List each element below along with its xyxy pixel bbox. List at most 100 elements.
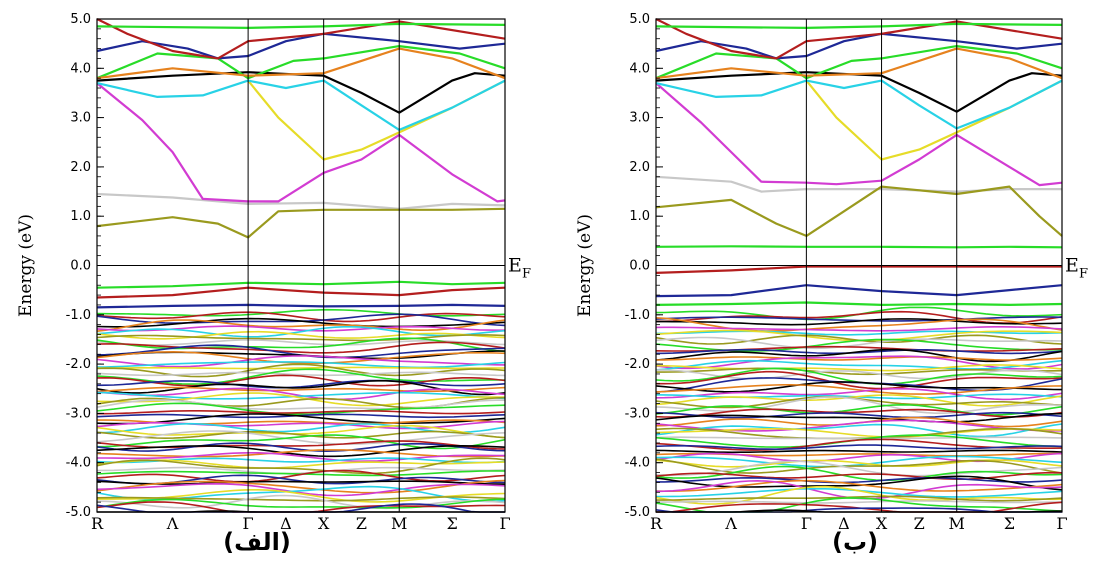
band-line: [655, 45, 1063, 80]
valence-band: [655, 471, 1063, 481]
y-tick-label: 1.0: [70, 209, 91, 224]
valence-band: [96, 330, 506, 340]
valence-band: [655, 364, 1063, 372]
y-tick-label: 5.0: [70, 12, 91, 27]
y-tick-label: -2.0: [66, 357, 91, 372]
valence-band: [97, 410, 506, 415]
k-point-label: Δ: [838, 514, 850, 533]
y-tick-label: 0.0: [629, 259, 650, 274]
valence-band: [96, 391, 506, 400]
valence-band: [96, 482, 506, 497]
valence-band: [655, 479, 1063, 492]
band-line: [655, 22, 1063, 29]
valence-band: [96, 379, 506, 389]
y-tick-label: 5.0: [629, 12, 650, 27]
valence-band: [655, 349, 1063, 355]
valence-band: [96, 334, 506, 342]
valence-band: [655, 459, 1063, 468]
y-tick-label: -4.0: [66, 456, 91, 471]
band-line: [655, 79, 1063, 130]
valence-band: [96, 399, 505, 411]
valence-band: [96, 319, 506, 332]
valence-band: [96, 386, 506, 393]
band-line: [96, 79, 506, 131]
fermi-label-subscript: F: [1079, 267, 1088, 282]
y-tick-label: 0.0: [70, 259, 91, 274]
band-line: [96, 71, 506, 114]
valence-band: [97, 452, 506, 463]
k-point-label: Σ: [446, 514, 457, 533]
valence-band: [656, 370, 1063, 390]
band-line: [96, 45, 506, 80]
valence-band: [655, 384, 1063, 395]
fermi-label: E: [508, 255, 522, 277]
y-tick-label: 2.0: [70, 160, 91, 175]
valence-band: [655, 449, 1063, 454]
valence-band: [655, 387, 1063, 401]
valence-band: [96, 420, 506, 430]
valence-band: [96, 434, 506, 450]
fermi-label-subscript: F: [522, 267, 531, 282]
valence-band: [655, 485, 1063, 505]
k-point-label: Γ: [1056, 514, 1067, 533]
band-line: [96, 280, 506, 289]
valence-band: [96, 350, 506, 365]
band-line: [655, 32, 1063, 60]
y-tick-label: -3.0: [625, 406, 650, 421]
band-line: [655, 175, 1062, 193]
valence-band: [96, 366, 506, 370]
y-tick-label: 1.0: [629, 209, 650, 224]
y-tick-label: -1.0: [66, 308, 91, 323]
valence-band: [96, 413, 506, 425]
fermi-label: E: [1065, 255, 1079, 277]
band-line: [96, 192, 506, 210]
valence-band: [96, 361, 506, 369]
valence-band: [96, 479, 506, 494]
valence-band: [655, 460, 1063, 477]
valence-band: [656, 436, 1063, 440]
valence-band: [96, 337, 506, 353]
valence-band: [655, 326, 1063, 332]
y-tick-label: -5.0: [625, 505, 650, 520]
k-point-label: Γ: [801, 514, 812, 533]
valence-band: [655, 396, 1063, 414]
y-tick-label: 4.0: [70, 61, 91, 76]
valence-band: [655, 500, 1063, 504]
band-line: [655, 185, 1063, 237]
valence-band: [656, 367, 1063, 376]
valence-band: [96, 496, 506, 502]
band-line: [96, 303, 506, 309]
valence-band: [96, 444, 506, 458]
y-tick-label: -3.0: [66, 406, 91, 421]
valence-band: [96, 374, 506, 387]
valence-band: [656, 318, 1063, 326]
k-point-label: X: [876, 514, 888, 533]
y-tick-label: 2.0: [629, 160, 650, 175]
band-line: [655, 71, 1063, 113]
band-line: [655, 82, 1063, 187]
band-line: [96, 286, 506, 299]
valence-band: [656, 476, 1063, 484]
band-line: [655, 245, 1063, 249]
valence-band: [96, 371, 506, 377]
valence-band: [96, 326, 506, 338]
valence-band: [655, 403, 1063, 416]
valence-band: [655, 359, 1063, 371]
band-line: [96, 32, 506, 60]
valence-band: [96, 311, 506, 323]
k-point-label: R: [650, 514, 663, 533]
valence-band: [655, 455, 1063, 468]
valence-band: [655, 444, 1063, 451]
k-point-label: Γ: [243, 514, 254, 533]
k-point-label: Z: [356, 514, 367, 533]
y-tick-label: -1.0: [625, 308, 650, 323]
k-point-label: Z: [914, 514, 925, 533]
k-point-label: Λ: [166, 514, 179, 533]
band-line: [655, 301, 1063, 306]
valence-band: [655, 348, 1063, 363]
valence-band: [655, 334, 1063, 345]
valence-band: [96, 480, 506, 485]
valence-band: [96, 457, 506, 475]
k-point-label: Σ: [1004, 514, 1015, 533]
